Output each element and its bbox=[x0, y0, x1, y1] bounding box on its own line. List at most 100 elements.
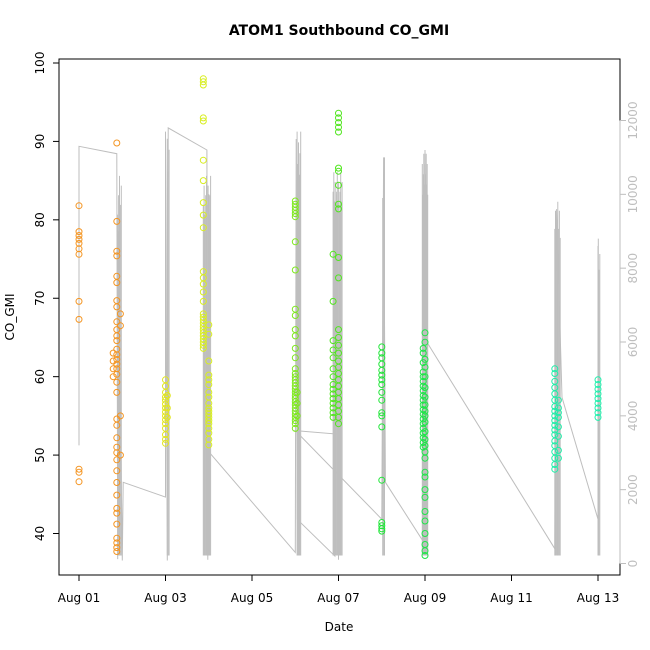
data-point bbox=[113, 449, 121, 457]
data-point bbox=[199, 288, 207, 296]
data-point bbox=[335, 341, 342, 349]
data-point bbox=[378, 381, 386, 388]
x-tick-label: Aug 01 bbox=[58, 591, 101, 605]
data-point bbox=[199, 280, 207, 288]
data-point bbox=[335, 119, 342, 127]
data-point bbox=[75, 297, 83, 305]
data-point bbox=[378, 376, 386, 384]
data-point bbox=[205, 376, 213, 384]
data-point bbox=[109, 357, 117, 365]
y-left-tick-label: 40 bbox=[33, 526, 47, 541]
data-point bbox=[378, 366, 386, 374]
y-axis-right: 0 2000 4000 6000 8000 10000 12000 bbox=[619, 101, 640, 568]
y-left-tick-label: 60 bbox=[33, 369, 47, 384]
data-point bbox=[199, 177, 207, 185]
data-point bbox=[378, 522, 386, 530]
data-point bbox=[378, 525, 386, 533]
data-point bbox=[378, 396, 386, 404]
data-point bbox=[199, 81, 207, 89]
data-point bbox=[163, 404, 171, 412]
data-point bbox=[419, 434, 427, 442]
data-point bbox=[291, 238, 299, 246]
data-point bbox=[335, 128, 342, 136]
data-point bbox=[162, 400, 169, 408]
data-point bbox=[113, 479, 121, 486]
data-point bbox=[551, 370, 559, 377]
data-point bbox=[113, 378, 121, 386]
data-point bbox=[329, 373, 337, 381]
data-point bbox=[205, 357, 213, 365]
data-points-layer bbox=[75, 75, 602, 559]
data-point bbox=[199, 224, 207, 232]
data-point bbox=[293, 412, 301, 420]
data-point bbox=[113, 355, 121, 363]
data-point bbox=[205, 321, 213, 329]
data-point bbox=[199, 344, 207, 352]
data-point bbox=[199, 117, 207, 125]
data-point bbox=[329, 346, 337, 354]
data-point bbox=[421, 393, 429, 401]
data-point bbox=[205, 381, 213, 388]
y-axis-left: 40 50 60 70 80 90 100 bbox=[33, 52, 60, 541]
x-tick-label: Aug 05 bbox=[231, 591, 274, 605]
data-point bbox=[594, 409, 602, 417]
data-point bbox=[421, 486, 429, 494]
data-point bbox=[421, 530, 429, 537]
data-point bbox=[113, 303, 121, 311]
y-right-tick-label: 0 bbox=[626, 560, 640, 568]
x-tick-label: Aug 09 bbox=[404, 591, 447, 605]
data-point bbox=[329, 354, 337, 362]
data-point bbox=[335, 164, 342, 172]
data-point bbox=[113, 534, 121, 542]
y-left-tick-label: 100 bbox=[33, 52, 47, 75]
data-point bbox=[75, 239, 83, 247]
x-tick-label: Aug 07 bbox=[317, 591, 360, 605]
data-point bbox=[113, 544, 121, 552]
data-point bbox=[594, 376, 602, 384]
data-point bbox=[335, 109, 342, 117]
data-point bbox=[163, 413, 171, 421]
data-point bbox=[329, 385, 337, 393]
data-point bbox=[113, 279, 121, 287]
data-point bbox=[291, 424, 299, 432]
data-point bbox=[116, 451, 124, 459]
data-point bbox=[594, 390, 602, 398]
data-point bbox=[421, 384, 429, 392]
data-point bbox=[116, 310, 124, 318]
data-point bbox=[293, 399, 301, 407]
data-point bbox=[551, 421, 559, 429]
data-point bbox=[554, 454, 562, 462]
data-point bbox=[205, 417, 213, 425]
data-point bbox=[335, 326, 342, 334]
data-point bbox=[551, 465, 559, 473]
data-point bbox=[113, 434, 121, 442]
data-point bbox=[291, 332, 299, 340]
data-point bbox=[205, 399, 213, 407]
data-point bbox=[421, 418, 429, 426]
data-point bbox=[329, 395, 337, 403]
data-point bbox=[113, 504, 121, 512]
y-right-tick-label: 10000 bbox=[626, 175, 640, 213]
data-point bbox=[421, 517, 429, 525]
data-point bbox=[113, 467, 121, 475]
data-point bbox=[335, 200, 342, 208]
data-point bbox=[113, 548, 121, 555]
data-point bbox=[421, 552, 429, 559]
data-point bbox=[419, 349, 427, 357]
data-point bbox=[551, 403, 559, 410]
data-point bbox=[199, 156, 207, 164]
data-point bbox=[113, 332, 121, 340]
data-point bbox=[554, 446, 562, 454]
data-point bbox=[113, 217, 121, 225]
data-point bbox=[421, 407, 429, 415]
data-point bbox=[378, 349, 386, 357]
y-left-tick-label: 50 bbox=[33, 447, 47, 462]
data-point bbox=[335, 334, 342, 341]
data-point bbox=[205, 420, 213, 428]
data-point bbox=[421, 508, 429, 515]
data-point bbox=[335, 254, 342, 261]
data-point bbox=[421, 468, 429, 476]
data-point bbox=[554, 409, 562, 417]
data-point bbox=[421, 493, 429, 501]
